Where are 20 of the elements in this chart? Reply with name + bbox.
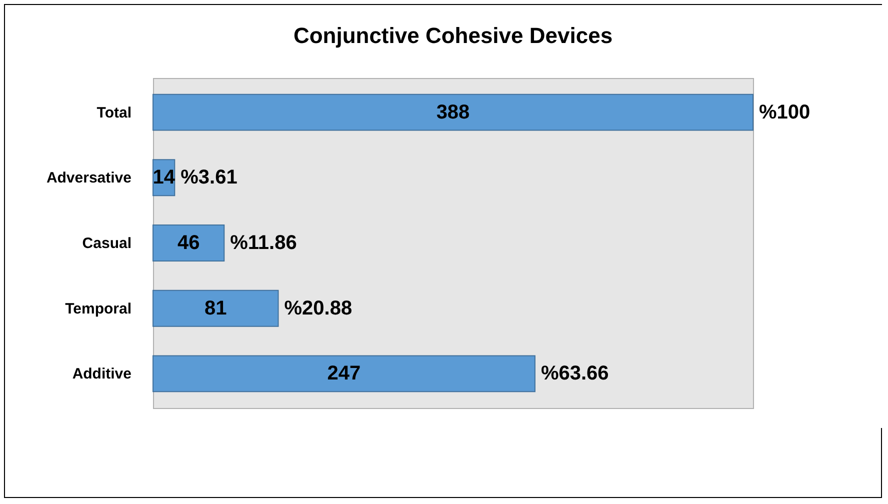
bar	[152, 94, 754, 131]
data-label: 46	[177, 232, 200, 254]
annotation: %3.61	[180, 166, 238, 189]
annotation: %11.86	[230, 232, 297, 254]
y-tick-label: Additive	[72, 366, 132, 383]
y-tick-label: Temporal	[65, 300, 132, 318]
y-tick-label: Casual	[82, 235, 132, 252]
y-tick-label: Adversative	[46, 170, 132, 187]
data-label: 14	[152, 166, 176, 189]
y-tick-label: Total	[96, 104, 132, 122]
bar	[152, 290, 279, 327]
annotation: %20.88	[284, 297, 352, 320]
bar	[152, 355, 536, 392]
annotation: %63.66	[540, 362, 609, 385]
annotation: %100	[759, 101, 810, 124]
data-label: 388	[436, 101, 470, 124]
chart-title: Conjunctive Cohesive Devices	[293, 23, 613, 48]
bar	[152, 224, 225, 262]
data-label: 247	[327, 362, 361, 385]
data-label: 81	[204, 297, 227, 320]
